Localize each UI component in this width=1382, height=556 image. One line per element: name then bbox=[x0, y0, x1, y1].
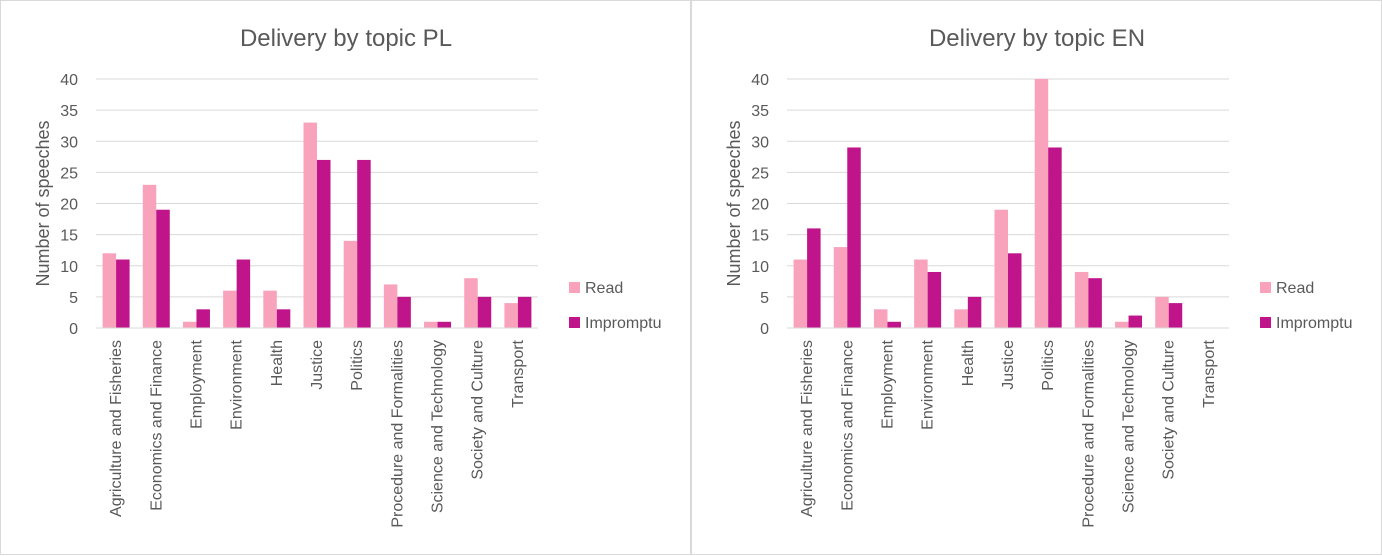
x-tick-label: Politics bbox=[349, 340, 366, 391]
bar-read-agriculture-and-fisheries bbox=[102, 253, 117, 328]
bar-impromptu-employment bbox=[196, 309, 210, 328]
bar-impromptu-procedure-and-formalities bbox=[1088, 278, 1102, 328]
y-tick-label: 30 bbox=[751, 134, 769, 151]
x-tick-label: Procedure and Formalities bbox=[389, 340, 406, 528]
y-tick-label: 15 bbox=[60, 228, 78, 245]
chart-title: Delivery by topic EN bbox=[929, 25, 1145, 52]
y-tick-label: 30 bbox=[60, 134, 78, 151]
bar-impromptu-health bbox=[276, 309, 291, 328]
bar-read-environment bbox=[914, 259, 928, 328]
bar-read-science-and-technology bbox=[424, 321, 438, 328]
y-tick-label: 5 bbox=[760, 290, 769, 307]
legend-label-read: Read bbox=[1276, 280, 1314, 297]
y-tick-label: 20 bbox=[60, 197, 78, 214]
bar-read-procedure-and-formalities bbox=[383, 284, 398, 328]
y-tick-label: 10 bbox=[60, 259, 78, 276]
chart-en: Delivery by topic EN 0 5 10 15 20 25 30 35 40 Numb… bbox=[724, 25, 1352, 528]
x-tick-label: Economics and Finance bbox=[839, 340, 856, 511]
bar-read-employment bbox=[182, 321, 197, 328]
bar-read-transport bbox=[504, 303, 518, 328]
x-tick-label: Employment bbox=[879, 339, 896, 428]
chart-panel-pl: Delivery by topic PL 0 5 10 15 20 25 30 35 40 Numb… bbox=[0, 0, 691, 555]
bar-read-health bbox=[954, 309, 968, 328]
legend-swatch-impromptu bbox=[1260, 317, 1271, 328]
bar-read-health bbox=[263, 290, 277, 328]
bar-impromptu-economics-and-finance bbox=[156, 209, 170, 328]
bar-impromptu-procedure-and-formalities bbox=[397, 296, 411, 328]
x-tick-label: Transport bbox=[510, 339, 527, 407]
x-tick-label: Health bbox=[269, 340, 286, 386]
y-tick-label: 40 bbox=[751, 72, 769, 89]
x-tick-label: Agriculture and Fisheries bbox=[799, 340, 816, 517]
bar-read-economics-and-finance bbox=[142, 184, 157, 328]
bar-read-politics bbox=[343, 240, 358, 328]
bar-impromptu-employment bbox=[887, 321, 901, 328]
bar-impromptu-science-and-technology bbox=[1128, 315, 1143, 328]
y-tick-label: 0 bbox=[69, 321, 78, 338]
bar-impromptu-politics bbox=[1048, 147, 1062, 328]
bar-impromptu-politics bbox=[357, 159, 371, 328]
x-tick-label: Society and Culture bbox=[470, 340, 487, 480]
x-tick-label: Agriculture and Fisheries bbox=[108, 340, 125, 517]
bar-impromptu-environment bbox=[927, 271, 942, 328]
y-axis-label: Number of speeches bbox=[724, 120, 744, 286]
y-tick-label: 5 bbox=[69, 290, 78, 307]
bar-read-employment bbox=[873, 309, 888, 328]
bar-read-environment bbox=[223, 290, 237, 328]
y-tick-label: 0 bbox=[760, 321, 769, 338]
legend-swatch-read bbox=[569, 282, 580, 293]
y-tick-label: 15 bbox=[751, 228, 769, 245]
x-tick-label: Economics and Finance bbox=[148, 340, 165, 511]
bar-impromptu-society-and-culture bbox=[1168, 303, 1183, 328]
x-tick-label: Health bbox=[960, 340, 977, 386]
legend-swatch-read bbox=[1260, 282, 1271, 293]
bar-impromptu-agriculture-and-fisheries bbox=[116, 259, 130, 328]
y-tick-label: 25 bbox=[60, 165, 78, 182]
bar-read-economics-and-finance bbox=[833, 247, 848, 328]
chart-pl: Delivery by topic PL 0 5 10 15 20 25 30 35 40 Numb… bbox=[33, 25, 661, 528]
legend-label-impromptu: Impromptu bbox=[1276, 315, 1352, 332]
x-tick-label: Environment bbox=[229, 339, 246, 429]
x-tick-label: Society and Culture bbox=[1161, 340, 1178, 480]
bar-read-justice bbox=[303, 122, 317, 328]
x-tick-label: Employment bbox=[188, 339, 205, 428]
y-tick-label: 40 bbox=[60, 72, 78, 89]
bar-impromptu-economics-and-finance bbox=[847, 147, 861, 328]
y-tick-label: 35 bbox=[751, 103, 769, 120]
bar-read-justice bbox=[994, 209, 1008, 328]
bar-impromptu-justice bbox=[317, 159, 331, 328]
legend-label-read: Read bbox=[585, 280, 623, 297]
x-tick-label: Science and Technology bbox=[1121, 340, 1138, 513]
x-tick-label: Science and Technology bbox=[430, 340, 447, 513]
legend-swatch-impromptu bbox=[569, 317, 580, 328]
bar-read-society-and-culture bbox=[464, 278, 478, 328]
bar-read-agriculture-and-fisheries bbox=[793, 259, 808, 328]
bar-read-science-and-technology bbox=[1115, 321, 1129, 328]
chart-title: Delivery by topic PL bbox=[240, 25, 452, 52]
chart-panel-en: Delivery by topic EN 0 5 10 15 20 25 30 35 40 Numb… bbox=[691, 0, 1382, 555]
bar-impromptu-justice bbox=[1008, 253, 1022, 328]
x-tick-label: Politics bbox=[1040, 340, 1057, 391]
bar-read-procedure-and-formalities bbox=[1074, 271, 1089, 328]
y-tick-label: 10 bbox=[751, 259, 769, 276]
bar-impromptu-environment bbox=[236, 259, 251, 328]
bar-impromptu-health bbox=[967, 296, 982, 328]
y-axis-label: Number of speeches bbox=[33, 120, 53, 286]
bar-read-society-and-culture bbox=[1155, 296, 1169, 328]
x-tick-label: Procedure and Formalities bbox=[1080, 340, 1097, 528]
x-tick-label: Justice bbox=[1000, 340, 1017, 390]
x-tick-label: Transport bbox=[1201, 339, 1218, 407]
x-tick-label: Environment bbox=[920, 339, 937, 429]
y-tick-label: 20 bbox=[751, 197, 769, 214]
bar-read-politics bbox=[1034, 79, 1049, 328]
bar-impromptu-society-and-culture bbox=[477, 296, 492, 328]
bar-impromptu-agriculture-and-fisheries bbox=[807, 228, 821, 328]
legend-label-impromptu: Impromptu bbox=[585, 315, 661, 332]
x-tick-label: Justice bbox=[309, 340, 326, 390]
bar-impromptu-science-and-technology bbox=[437, 321, 452, 328]
y-tick-label: 25 bbox=[751, 165, 769, 182]
bar-impromptu-transport bbox=[517, 296, 532, 328]
y-tick-label: 35 bbox=[60, 103, 78, 120]
